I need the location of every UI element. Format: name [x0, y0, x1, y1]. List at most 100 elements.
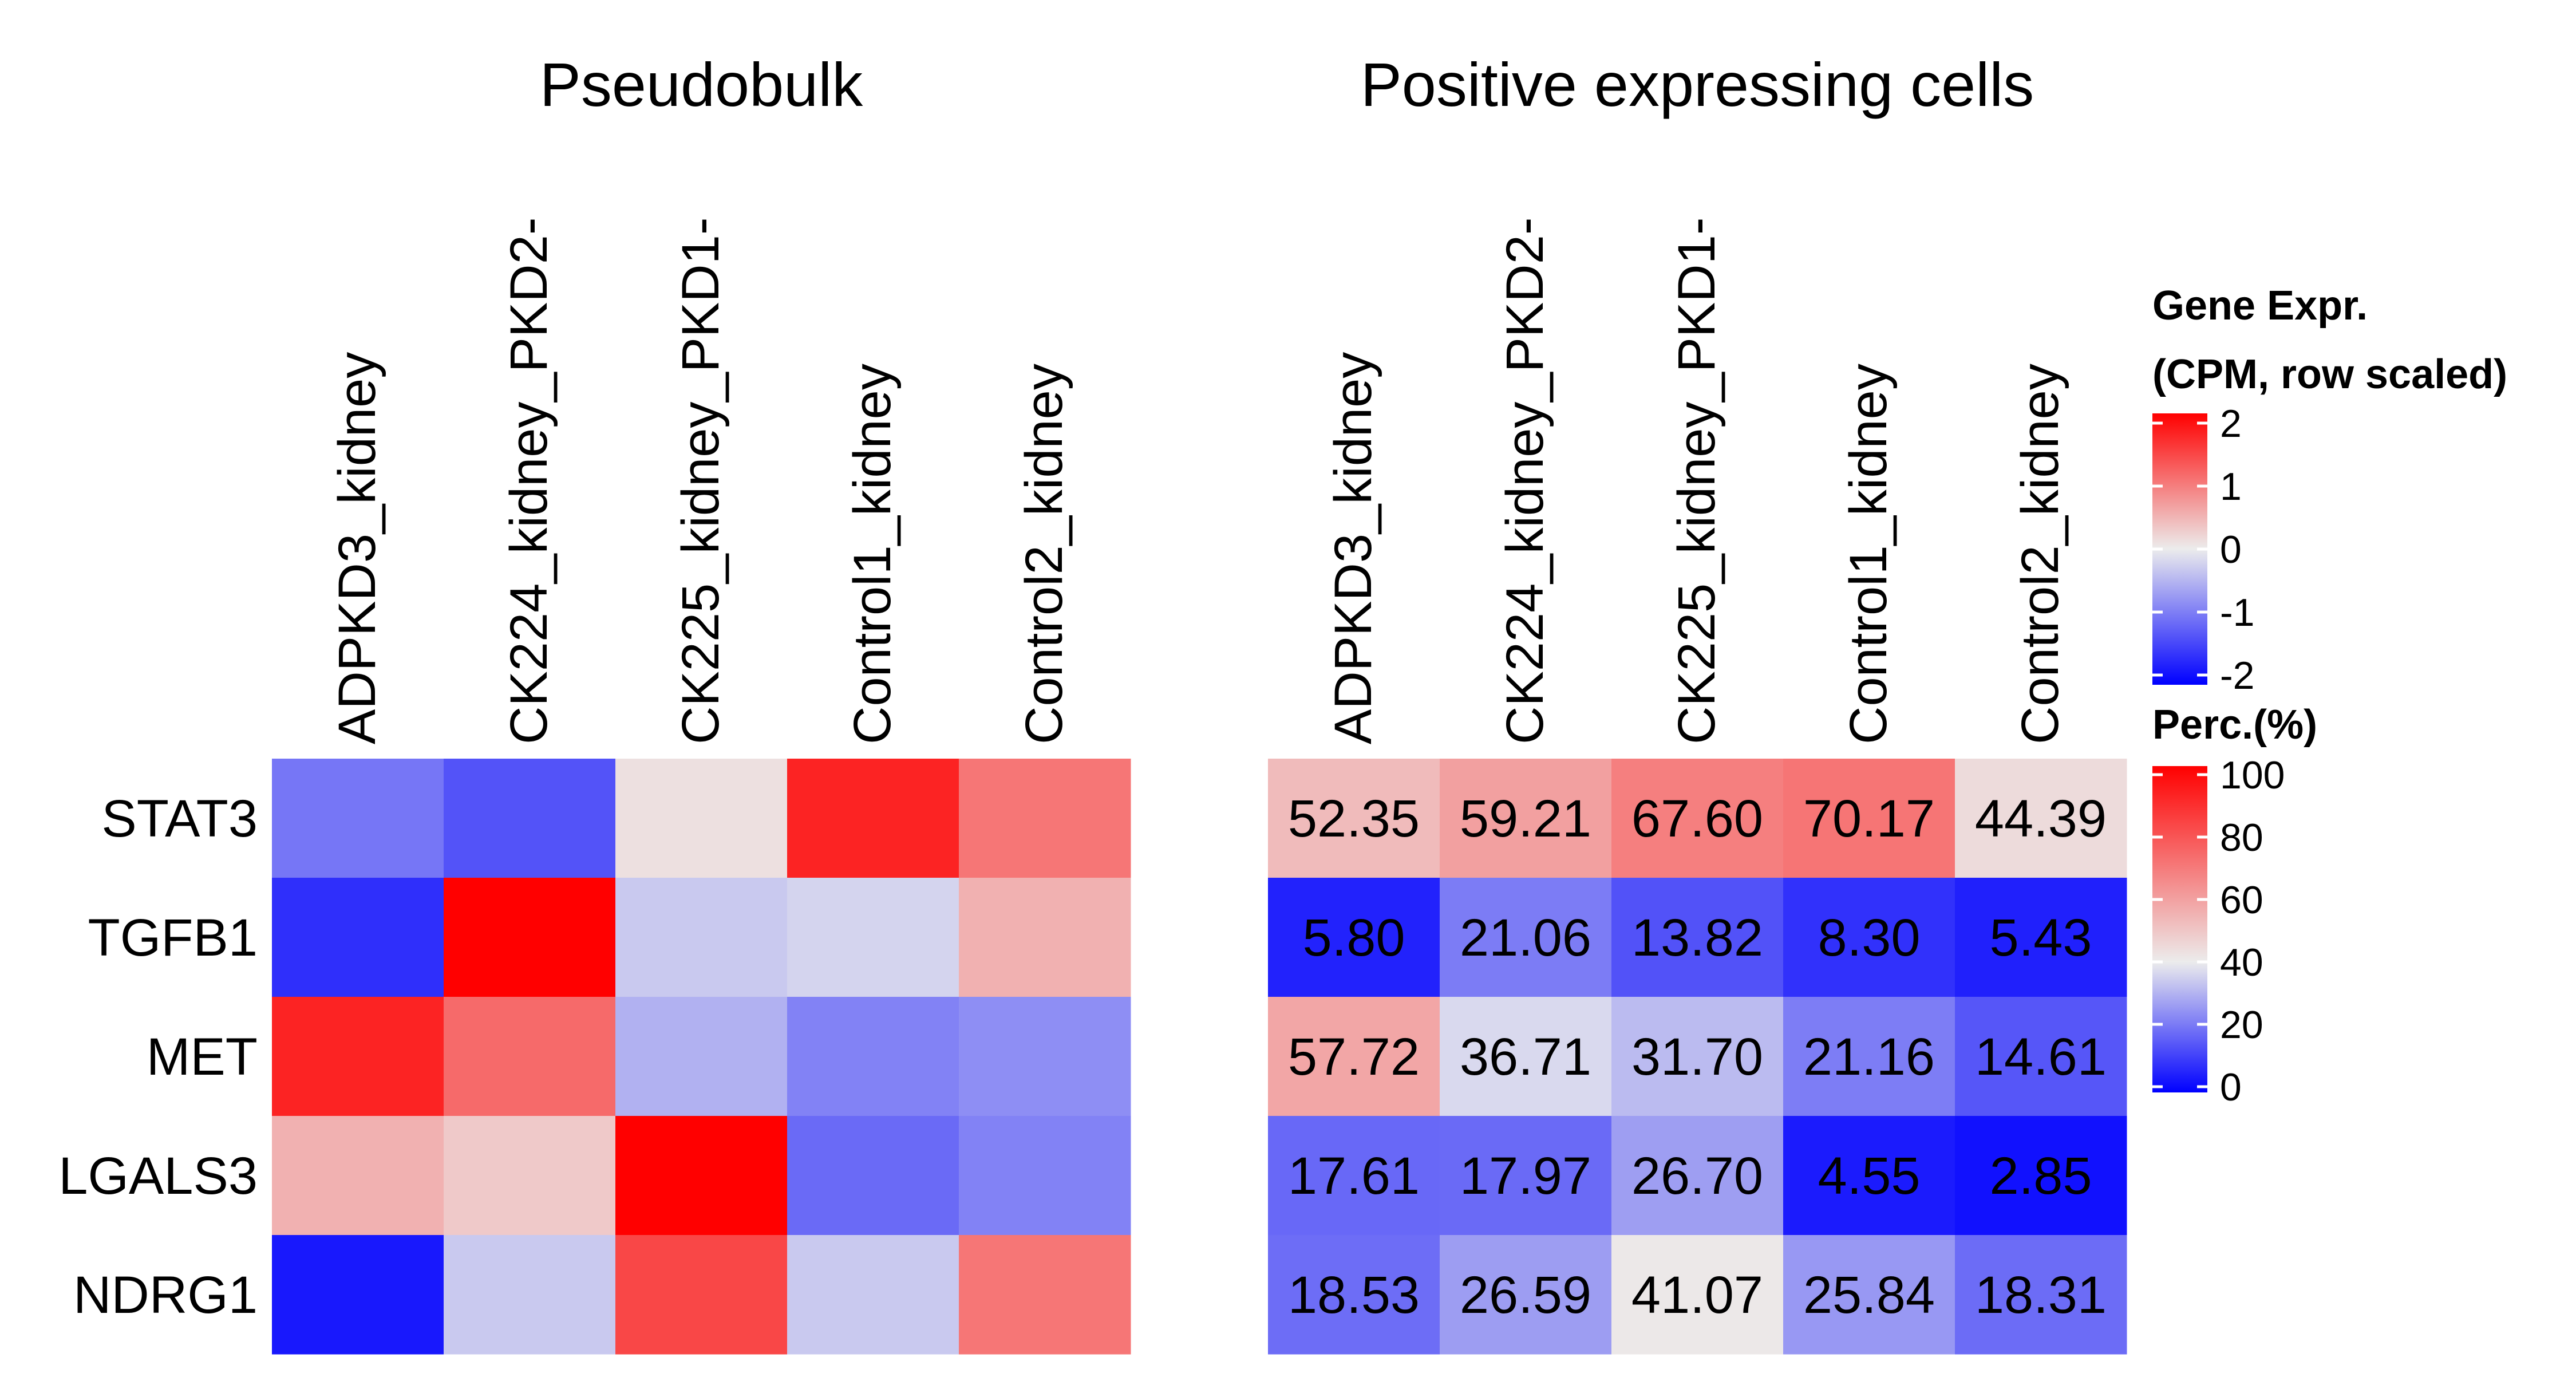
- cell-value-label: 4.55: [1818, 1147, 1920, 1205]
- heatmap-cell: [615, 1235, 788, 1355]
- heatmap-cell: [1440, 759, 1612, 878]
- heatmap-cell: [444, 759, 616, 878]
- row-label: STAT3: [101, 790, 258, 848]
- heatmap-cell: [615, 1116, 788, 1236]
- cell-value-label: 26.59: [1460, 1266, 1591, 1324]
- heatmap-cell: [1955, 1235, 2127, 1355]
- cell-value-label: 70.17: [1803, 790, 1935, 848]
- heatmap-cell: [1440, 997, 1612, 1116]
- cell-value-label: 18.53: [1288, 1266, 1420, 1324]
- expr-legend-title-line1: Gene Expr.: [2152, 283, 2368, 329]
- cell-value-label: 36.71: [1460, 1028, 1591, 1086]
- cell-value-label: 57.72: [1288, 1028, 1420, 1086]
- cell-value-label: 26.70: [1631, 1147, 1763, 1205]
- cell-value-label: 21.06: [1460, 909, 1591, 967]
- heatmap-cell: [1440, 1116, 1612, 1236]
- heatmap-cell: [272, 1116, 444, 1236]
- column-label: Control2_kidney: [1015, 364, 1073, 744]
- heatmap-cell: [272, 759, 444, 878]
- column-label: ADPKD3_kidney: [1324, 352, 1382, 744]
- row-label: LGALS3: [58, 1147, 258, 1205]
- heatmap-cell: [615, 759, 788, 878]
- heatmap-cell: [787, 759, 959, 878]
- cell-value-label: 21.16: [1803, 1028, 1935, 1086]
- column-label: CK225_kidney_PKD1-: [671, 217, 730, 744]
- heatmap-cell: [1268, 759, 1440, 878]
- cell-value-label: 44.39: [1975, 790, 2107, 848]
- heatmap-cell: [1268, 1235, 1440, 1355]
- heatmap-cell: [1783, 997, 1955, 1116]
- heatmap-cell: [1611, 878, 1784, 997]
- perc-legend-ticks: 100 80 60 40 20 0: [2152, 753, 2285, 1109]
- row-label: TGFB1: [88, 909, 258, 967]
- heatmap-cell: [1955, 997, 2127, 1116]
- cell-value-label: 2.85: [1989, 1147, 2092, 1205]
- heatmap-cell: [787, 997, 959, 1116]
- column-label: Control1_kidney: [843, 364, 902, 744]
- expr-legend-ticks: 2 1 0 -1 -2: [2152, 402, 2254, 697]
- heatmap-cell: [1440, 878, 1612, 997]
- perc-legend-title: Perc.(%): [2152, 702, 2317, 748]
- cell-value-label: 59.21: [1460, 790, 1591, 848]
- heatmap-cell: [444, 1235, 616, 1355]
- legend-tick-label: -2: [2220, 654, 2254, 697]
- heatmap-cell: [959, 997, 1131, 1116]
- heatmap-cell: [959, 1235, 1131, 1355]
- heatmap-cell: [1611, 997, 1784, 1116]
- heatmap-cell: [272, 1235, 444, 1355]
- column-label: ADPKD3_kidney: [328, 352, 386, 744]
- positive-cells-title: Positive expressing cells: [1361, 50, 2034, 119]
- legend-tick-label: -1: [2220, 591, 2254, 634]
- cell-value-label: 8.30: [1818, 909, 1920, 967]
- heatmap-cell: [1783, 759, 1955, 878]
- heatmap-cell: [787, 1235, 959, 1355]
- legend-tick-label: 60: [2220, 878, 2263, 922]
- legend-tick-label: 40: [2220, 941, 2263, 984]
- cell-value-label: 25.84: [1803, 1266, 1935, 1324]
- cell-value-label: 13.82: [1631, 909, 1763, 967]
- legend-tick-label: 0: [2220, 1066, 2242, 1109]
- heatmap-cell: [444, 997, 616, 1116]
- cell-value-label: 41.07: [1631, 1266, 1763, 1324]
- heatmap-cell: [1955, 759, 2127, 878]
- column-label: CK225_kidney_PKD1-: [1668, 217, 1726, 744]
- cell-value-label: 52.35: [1288, 790, 1420, 848]
- cell-value-label: 17.97: [1460, 1147, 1591, 1205]
- heatmap-cell: [615, 878, 788, 997]
- perc-legend-colorbar: [2152, 766, 2207, 1092]
- expr-legend-title-line2: (CPM, row scaled): [2152, 352, 2507, 397]
- heatmap-cell: [272, 997, 444, 1116]
- expr-legend: Gene Expr. (CPM, row scaled) 2 1 0 -1 -2: [2152, 283, 2507, 697]
- cell-value-label: 31.70: [1631, 1028, 1763, 1086]
- positive-cells-heatmap: 52.35 59.21 67.60 70.17 44.39 5.80 21.06 13.82 8…: [1268, 217, 2127, 1355]
- heatmap-cell: [1268, 878, 1440, 997]
- heatmap-cell: [1783, 878, 1955, 997]
- legend-tick-label: 2: [2220, 402, 2242, 445]
- heatmap-cell: [1611, 1235, 1784, 1355]
- heatmap-cell: [1268, 997, 1440, 1116]
- heatmap-cell: [1783, 1116, 1955, 1236]
- heatmap-cell: [959, 759, 1131, 878]
- column-label: CK224_kidney_PKD2-: [500, 217, 558, 744]
- column-label: CK224_kidney_PKD2-: [1496, 217, 1554, 744]
- cell-value-label: 14.61: [1975, 1028, 2107, 1086]
- cell-value-label: 67.60: [1631, 790, 1763, 848]
- column-label: Control2_kidney: [2011, 364, 2069, 744]
- pseudobulk-heatmap: ADPKD3_kidney CK224_kidney_PKD2- CK225_kid…: [58, 217, 1131, 1355]
- heatmap-cell: [787, 878, 959, 997]
- column-label: Control1_kidney: [1839, 364, 1898, 744]
- cell-value-label: 5.80: [1302, 909, 1405, 967]
- perc-legend: Perc.(%) 100 80 60 40 20 0: [2152, 702, 2317, 1109]
- heatmap-cell: [787, 1116, 959, 1236]
- cell-value-label: 18.31: [1975, 1266, 2107, 1324]
- heatmap-cell: [959, 878, 1131, 997]
- heatmap-cell: [272, 878, 444, 997]
- heatmap-cell: [444, 878, 616, 997]
- heatmap-cell: [1955, 1116, 2127, 1236]
- row-label: MET: [147, 1028, 258, 1086]
- heatmap-cell: [615, 997, 788, 1116]
- heatmap-cell: [1955, 878, 2127, 997]
- legend-tick-label: 20: [2220, 1003, 2263, 1047]
